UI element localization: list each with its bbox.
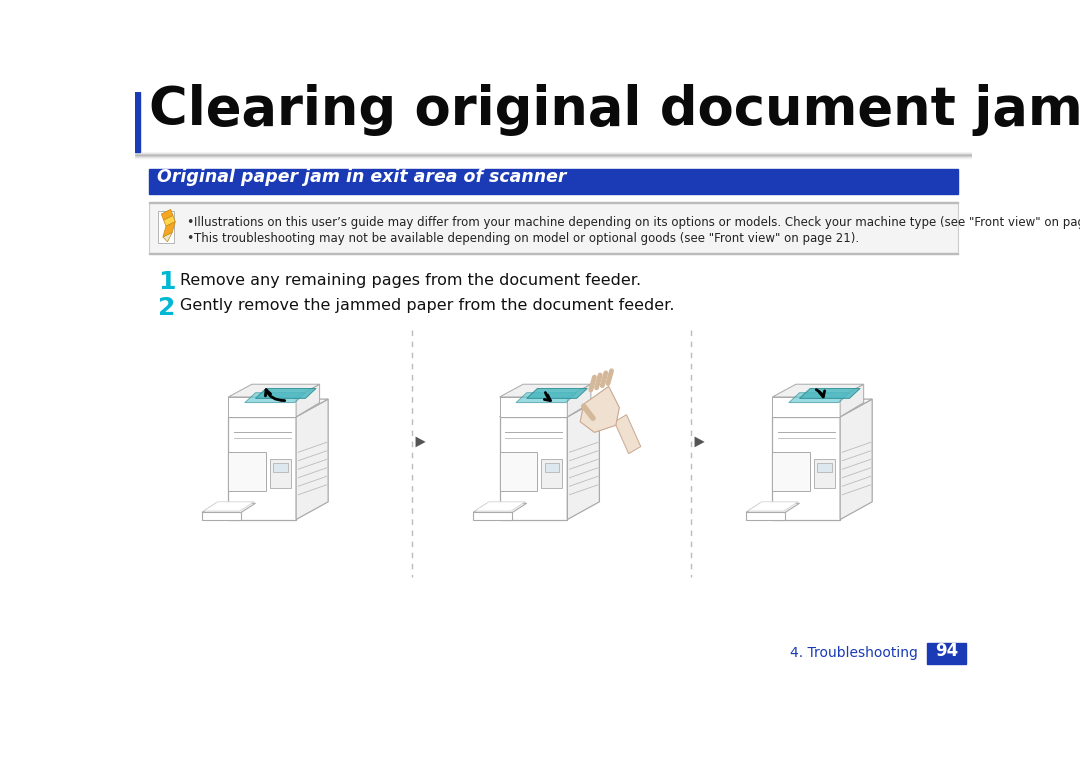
- Polygon shape: [615, 414, 640, 454]
- Polygon shape: [500, 385, 591, 397]
- Bar: [135, 153, 972, 155]
- Bar: [135, 157, 972, 159]
- Bar: [149, 201, 958, 203]
- Polygon shape: [164, 215, 175, 227]
- Polygon shape: [203, 502, 254, 511]
- Bar: [149, 201, 958, 254]
- Text: Remove any remaining pages from the document feeder.: Remove any remaining pages from the docu…: [180, 272, 642, 288]
- Polygon shape: [772, 385, 864, 397]
- Text: 1: 1: [159, 270, 176, 295]
- Text: 4. Troubleshooting: 4. Troubleshooting: [789, 645, 918, 660]
- Polygon shape: [580, 386, 619, 433]
- Bar: [135, 153, 972, 154]
- Polygon shape: [527, 388, 588, 398]
- Polygon shape: [500, 399, 599, 417]
- Polygon shape: [516, 393, 577, 403]
- Bar: [135, 156, 972, 158]
- Polygon shape: [747, 502, 798, 511]
- Polygon shape: [228, 452, 266, 491]
- Polygon shape: [256, 388, 316, 398]
- Polygon shape: [840, 399, 873, 520]
- Polygon shape: [500, 397, 567, 417]
- Polygon shape: [799, 388, 860, 398]
- Polygon shape: [567, 399, 599, 520]
- Polygon shape: [567, 385, 591, 417]
- Bar: [135, 92, 972, 152]
- Bar: [149, 169, 958, 194]
- Polygon shape: [813, 459, 835, 488]
- Polygon shape: [544, 463, 558, 472]
- Polygon shape: [270, 459, 292, 488]
- Polygon shape: [772, 452, 810, 491]
- Polygon shape: [296, 385, 320, 417]
- Bar: [135, 92, 140, 152]
- Bar: [135, 155, 972, 156]
- Polygon shape: [163, 233, 172, 242]
- Polygon shape: [541, 459, 563, 488]
- Bar: [135, 152, 972, 153]
- Polygon shape: [228, 417, 296, 520]
- Polygon shape: [473, 504, 527, 513]
- Text: Gently remove the jammed paper from the document feeder.: Gently remove the jammed paper from the …: [180, 298, 674, 313]
- Text: This troubleshooting may not be available depending on model or optional goods (: This troubleshooting may not be availabl…: [194, 233, 859, 246]
- Polygon shape: [245, 393, 306, 403]
- Polygon shape: [772, 399, 873, 417]
- Polygon shape: [788, 393, 849, 403]
- Polygon shape: [273, 463, 287, 472]
- Text: 2: 2: [159, 295, 176, 320]
- Polygon shape: [746, 513, 785, 520]
- Polygon shape: [694, 436, 704, 447]
- Bar: [135, 156, 972, 157]
- Polygon shape: [818, 463, 832, 472]
- Polygon shape: [228, 399, 328, 417]
- Text: Illustrations on this user’s guide may differ from your machine depending on its: Illustrations on this user’s guide may d…: [194, 215, 1080, 229]
- Polygon shape: [161, 209, 173, 221]
- Text: •: •: [186, 233, 193, 246]
- Text: •: •: [186, 215, 193, 229]
- Bar: [135, 154, 972, 156]
- Polygon shape: [228, 385, 320, 397]
- Polygon shape: [772, 397, 840, 417]
- Bar: [927, 643, 966, 665]
- Polygon shape: [202, 504, 256, 513]
- Bar: [149, 253, 958, 254]
- Polygon shape: [500, 417, 567, 520]
- Text: 94: 94: [935, 642, 958, 660]
- Polygon shape: [163, 222, 175, 237]
- Polygon shape: [746, 504, 799, 513]
- Text: Clearing original document jams: Clearing original document jams: [149, 84, 1080, 137]
- Polygon shape: [772, 417, 840, 520]
- Polygon shape: [159, 211, 174, 243]
- Polygon shape: [474, 502, 525, 511]
- Polygon shape: [500, 452, 538, 491]
- Polygon shape: [202, 513, 241, 520]
- Polygon shape: [840, 385, 864, 417]
- Polygon shape: [296, 399, 328, 520]
- Text: Original paper jam in exit area of scanner: Original paper jam in exit area of scann…: [157, 168, 566, 185]
- Polygon shape: [228, 397, 296, 417]
- Polygon shape: [416, 436, 426, 447]
- Polygon shape: [473, 513, 512, 520]
